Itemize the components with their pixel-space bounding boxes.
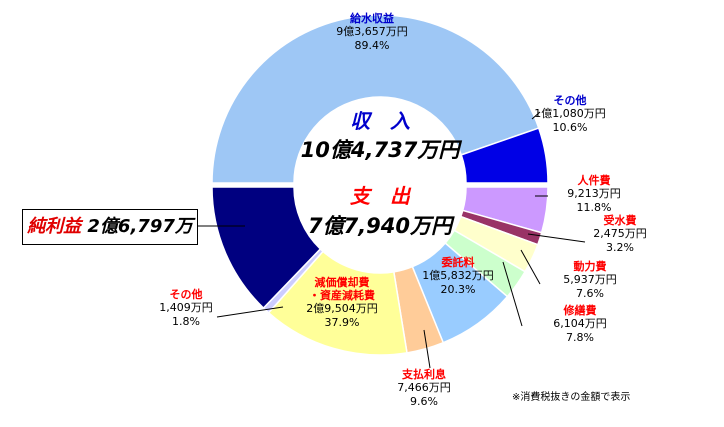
slice-label-text: その他 xyxy=(170,287,203,301)
leader-line-6 xyxy=(216,306,284,318)
slice-label-text: 修繕費 xyxy=(563,303,597,317)
leader-line-3 xyxy=(520,249,541,285)
expense-center-label: 支 出 xyxy=(350,184,412,208)
slice-label-text: 受水費 xyxy=(604,213,637,227)
slice-percent-text: 7.6% xyxy=(576,287,604,300)
slice-label-text: 委託料 xyxy=(441,255,475,269)
leader-line-0 xyxy=(531,111,541,120)
slice-amount-text: 7,466万円 xyxy=(397,381,451,394)
net-profit-box: 純利益 2億6,797万 xyxy=(22,209,198,245)
net-profit-slice xyxy=(211,186,322,310)
slices-group xyxy=(211,14,549,356)
slice-percent-text: 20.3% xyxy=(441,283,476,296)
slice-amount-text: 2,475万円 xyxy=(593,227,647,240)
slice-label-text: 動力費 xyxy=(574,259,607,273)
income-center-value: 10億4,737万円 xyxy=(301,138,463,162)
slice-labels: 給水収益9億3,657万円89.4%その他1億1,080万円10.6%人件費9,… xyxy=(159,11,647,408)
slice-percent-text: 1.8% xyxy=(172,315,200,328)
income-slice-0 xyxy=(211,14,540,184)
slice-percent-text: 11.8% xyxy=(577,201,612,214)
slice-label-text: 支払利息 xyxy=(401,367,446,381)
income-slice-1 xyxy=(460,127,549,184)
slice-amount-text: 9億3,657万円 xyxy=(336,25,408,38)
slice-percent-text: 10.6% xyxy=(553,121,588,134)
slice-amount-text: 1億5,832万円 xyxy=(422,269,494,282)
slice-amount-text: 1億1,080万円 xyxy=(534,107,606,120)
slice-percent-text: 3.2% xyxy=(606,241,634,254)
slice-percent-text: 37.9% xyxy=(325,316,360,329)
slice-label-text: 人件費 xyxy=(578,173,611,187)
leader-line-2 xyxy=(527,233,586,243)
slice-label-text: ・資産減耗費 xyxy=(309,288,375,302)
slice-label-text: その他 xyxy=(554,93,587,107)
leader-line-4 xyxy=(502,261,523,327)
slice-amount-text: 9,213万円 xyxy=(567,187,621,200)
net-profit-label: 純利益 xyxy=(27,216,82,237)
footnote: ※消費税抜きの金額で表示 xyxy=(512,390,630,403)
leader-line-5 xyxy=(423,329,431,369)
slice-amount-text: 5,937万円 xyxy=(563,273,617,286)
expense-center-value: 7億7,940万円 xyxy=(308,214,455,238)
slice-label-text: 給水収益 xyxy=(350,11,394,25)
income-center-label: 収 入 xyxy=(350,109,410,133)
slice-percent-text: 7.8% xyxy=(566,331,594,344)
slice-amount-text: 1,409万円 xyxy=(159,301,213,314)
slice-percent-text: 89.4% xyxy=(355,39,390,52)
net-profit-value: 2億6,797万 xyxy=(87,216,193,237)
slice-percent-text: 9.6% xyxy=(410,395,438,408)
slice-amount-text: 2億9,504万円 xyxy=(306,302,378,315)
leader-lines xyxy=(198,111,586,369)
slice-amount-text: 6,104万円 xyxy=(553,317,607,330)
slice-label-text: 減価償却費 xyxy=(315,275,370,289)
